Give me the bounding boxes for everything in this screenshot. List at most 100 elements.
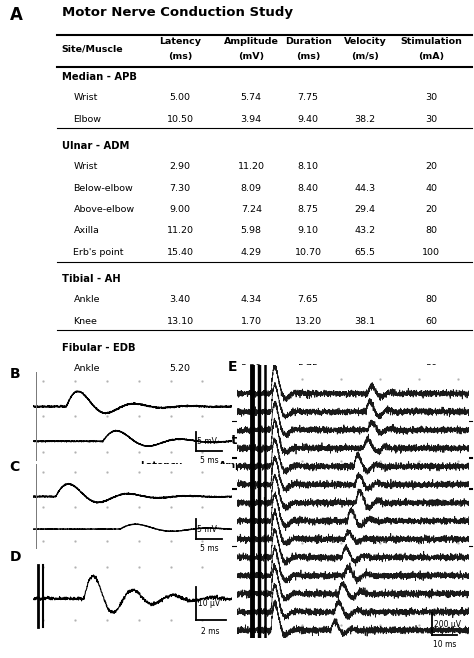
Text: 13.10: 13.10	[166, 316, 194, 326]
Text: Wrist: Wrist	[73, 162, 98, 171]
Text: 7.00: 7.00	[298, 386, 319, 394]
Text: 38.1: 38.1	[355, 316, 375, 326]
Text: 5 ms: 5 ms	[200, 455, 219, 465]
Text: 8.10: 8.10	[298, 162, 319, 171]
Text: Below-knee: Below-knee	[73, 386, 128, 394]
Text: 10 μV: 10 μV	[198, 599, 220, 608]
Text: 44.3: 44.3	[355, 184, 375, 193]
Text: 8.09: 8.09	[241, 184, 262, 193]
Text: 3.40: 3.40	[170, 295, 191, 304]
Text: Nerve: Nerve	[62, 469, 93, 478]
Text: Fibular - EDB: Fibular - EDB	[62, 343, 135, 353]
Text: 5.20: 5.20	[170, 364, 191, 373]
Text: 1.34: 1.34	[241, 407, 262, 416]
Text: 9.10: 9.10	[298, 226, 319, 236]
Text: (ms): (ms)	[168, 53, 192, 61]
Text: Wrist: Wrist	[73, 93, 98, 102]
Text: 11.20: 11.20	[167, 226, 193, 236]
Text: 5 mV: 5 mV	[197, 437, 217, 445]
Text: 65.5: 65.5	[355, 247, 375, 257]
Text: Median - APB: Median - APB	[62, 72, 137, 82]
Text: Latency: Latency	[159, 37, 201, 46]
Text: 30: 30	[425, 93, 438, 102]
Text: (μV): (μV)	[235, 477, 258, 486]
Text: Ulnar - ADM: Ulnar - ADM	[62, 141, 129, 151]
Text: 43.2: 43.2	[355, 226, 375, 236]
Text: Above-elbow: Above-elbow	[73, 205, 135, 214]
Text: 29.4: 29.4	[355, 205, 375, 214]
Text: Sural: Sural	[62, 534, 86, 543]
Text: 20: 20	[401, 491, 414, 500]
Text: 30: 30	[425, 364, 438, 373]
Text: Motor Nerve Conduction Study: Motor Nerve Conduction Study	[62, 5, 292, 18]
Text: 9.00: 9.00	[170, 205, 191, 214]
Text: 20: 20	[401, 512, 414, 521]
Text: 30: 30	[425, 114, 438, 124]
Text: 40.2: 40.2	[317, 491, 337, 500]
Text: 8.75: 8.75	[298, 205, 319, 214]
Text: Site/Muscle: Site/Muscle	[62, 45, 123, 53]
Text: 33.7: 33.7	[355, 386, 375, 394]
Text: Amplitude: Amplitude	[224, 37, 279, 46]
Text: Knee: Knee	[73, 316, 97, 326]
Text: 4.29: 4.29	[241, 247, 262, 257]
Text: 7.30: 7.30	[170, 184, 191, 193]
Text: 60: 60	[425, 316, 438, 326]
Text: 3.06: 3.06	[151, 491, 172, 500]
Text: 16.10: 16.10	[167, 407, 193, 416]
Text: Duration: Duration	[285, 37, 331, 46]
Text: 20: 20	[401, 534, 414, 543]
Text: 7.24: 7.24	[241, 205, 262, 214]
Text: 7.05: 7.05	[298, 407, 319, 416]
Text: 5.98: 5.98	[241, 226, 262, 236]
Text: 0.80: 0.80	[236, 534, 257, 543]
Text: 3.39: 3.39	[241, 364, 262, 373]
Text: 7.65: 7.65	[298, 295, 319, 304]
Text: 5.00: 5.00	[170, 93, 191, 102]
Text: Stimulation: Stimulation	[377, 461, 438, 470]
Text: 4.34: 4.34	[241, 295, 262, 304]
Text: Elbow: Elbow	[73, 114, 101, 124]
Text: 15.40: 15.40	[167, 247, 193, 257]
Text: 2.38: 2.38	[151, 512, 172, 521]
Text: 5.75: 5.75	[298, 364, 319, 373]
Text: 80: 80	[425, 295, 438, 304]
Text: 2 ms: 2 ms	[201, 627, 220, 636]
Text: 50: 50	[425, 386, 438, 394]
Text: C: C	[9, 459, 19, 474]
Text: 9.40: 9.40	[298, 114, 319, 124]
Text: Amplitude: Amplitude	[219, 461, 274, 470]
Text: 13.20: 13.20	[294, 316, 322, 326]
Text: 5 mV: 5 mV	[197, 524, 217, 534]
Text: 3.40: 3.40	[236, 491, 257, 500]
Text: 2.90: 2.90	[170, 162, 191, 171]
Text: (m/s): (m/s)	[351, 53, 379, 61]
Text: 3.30: 3.30	[151, 534, 172, 543]
Text: Ulnar: Ulnar	[62, 512, 87, 521]
Text: 200 μV: 200 μV	[434, 620, 461, 628]
Text: Sensory Nerve Conduction Study: Sensory Nerve Conduction Study	[62, 434, 309, 447]
Text: (ms): (ms)	[149, 477, 173, 486]
Text: 8.40: 8.40	[298, 184, 319, 193]
Text: Below-elbow: Below-elbow	[73, 184, 133, 193]
Text: 3.10: 3.10	[236, 512, 257, 521]
Text: Velocity: Velocity	[306, 461, 348, 470]
Text: 33.5: 33.5	[355, 407, 375, 416]
Text: Axilla: Axilla	[73, 226, 100, 236]
Text: 20: 20	[425, 162, 438, 171]
Text: 11.20: 11.20	[238, 162, 264, 171]
Text: 5 ms: 5 ms	[200, 544, 219, 553]
Text: 13.80: 13.80	[166, 386, 194, 394]
Text: Stimulation: Stimulation	[401, 37, 462, 46]
Text: 40: 40	[425, 184, 438, 193]
Text: Tibial - AH: Tibial - AH	[62, 274, 120, 284]
Text: (mA): (mA)	[394, 477, 421, 486]
Text: 10.70: 10.70	[295, 247, 321, 257]
Text: 100: 100	[422, 247, 440, 257]
Text: 7.75: 7.75	[298, 93, 319, 102]
Text: 45.8: 45.8	[317, 512, 337, 521]
Text: (m/s): (m/s)	[313, 477, 341, 486]
Text: Median: Median	[62, 491, 96, 500]
Text: (mA): (mA)	[418, 53, 445, 61]
Text: Erb's point: Erb's point	[73, 247, 124, 257]
